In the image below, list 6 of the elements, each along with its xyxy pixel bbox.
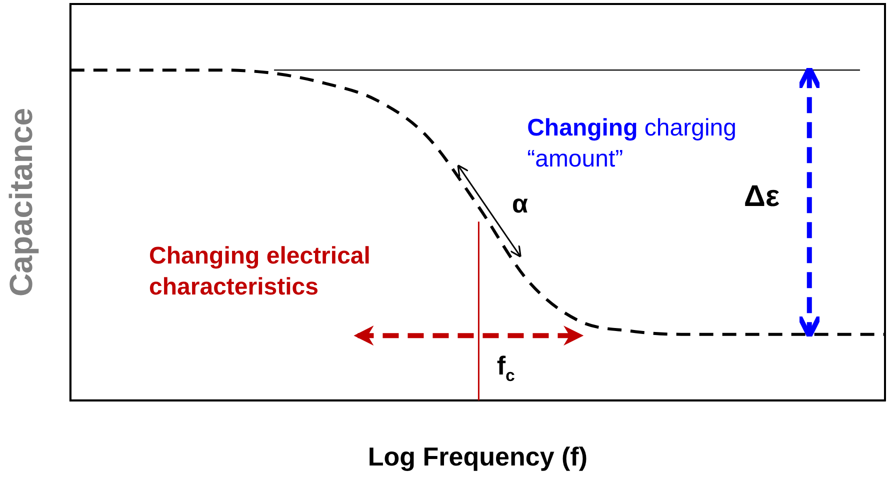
annotation: Changing electrical characteristics bbox=[149, 242, 370, 301]
annotation: Δε bbox=[744, 180, 780, 213]
annotation: α bbox=[512, 188, 528, 218]
annotation: Changing charging “amount” bbox=[527, 114, 736, 173]
y-axis-title: Capacitance bbox=[3, 108, 40, 296]
x-axis-title: Log Frequency (f) bbox=[368, 442, 588, 472]
